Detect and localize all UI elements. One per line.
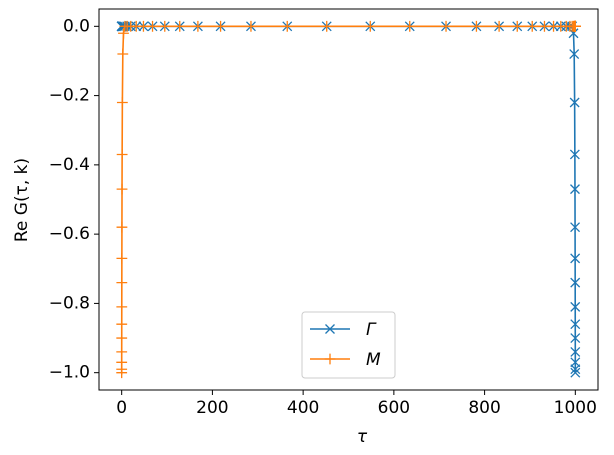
marker (570, 222, 581, 233)
marker (138, 20, 149, 32)
marker (116, 346, 128, 358)
marker (404, 20, 416, 32)
plot-frame (98, 8, 599, 391)
marker (526, 20, 538, 32)
marker (281, 20, 293, 32)
marker (570, 364, 581, 375)
marker (570, 301, 581, 312)
x-tick-label: 1000 (554, 398, 597, 418)
marker (440, 20, 452, 32)
marker (570, 184, 580, 195)
marker (570, 333, 581, 344)
marker (471, 20, 482, 32)
marker (321, 20, 333, 32)
x-tick-label: 600 (378, 398, 410, 418)
y-tick-label: 0.0 (63, 16, 90, 36)
marker (245, 20, 257, 32)
marker (570, 319, 581, 330)
legend-label: Γ (366, 320, 377, 340)
legend-marker (325, 324, 335, 334)
marker (116, 252, 128, 264)
marker (116, 301, 128, 313)
y-tick-label: −0.2 (49, 86, 90, 106)
marker (192, 20, 204, 32)
y-tick-label: −0.4 (49, 155, 90, 175)
marker (569, 97, 580, 108)
marker (117, 48, 129, 60)
marker (174, 20, 186, 32)
marker (570, 277, 581, 288)
marker (539, 20, 550, 32)
y-tick-label: −0.6 (49, 224, 90, 244)
legend-box (301, 311, 396, 379)
marker (116, 183, 128, 195)
legend-marker (324, 353, 336, 365)
marker (570, 253, 581, 264)
y-tick-label: −1.0 (49, 363, 90, 383)
marker (118, 27, 129, 39)
x-tick-label: 400 (287, 398, 319, 418)
marker (569, 149, 580, 160)
x-tick-label: 800 (468, 398, 500, 418)
marker (570, 346, 581, 357)
marker (511, 20, 523, 32)
marker (116, 149, 128, 160)
marker (159, 20, 171, 32)
y-tick-label: −0.8 (49, 293, 90, 313)
y-axis-label: Re G(τ, k) (12, 158, 32, 242)
marker (116, 221, 128, 233)
marker (215, 20, 226, 32)
marker (116, 356, 128, 368)
marker (569, 20, 581, 32)
x-tick-label: 0 (116, 398, 127, 418)
marker (116, 318, 128, 330)
marker (116, 277, 128, 289)
marker (116, 332, 128, 344)
marker (364, 20, 376, 32)
marker (147, 20, 158, 32)
marker (570, 367, 581, 378)
marker (493, 20, 505, 32)
legend: ΓM (301, 311, 396, 379)
marker (569, 49, 580, 59)
marker (116, 97, 128, 108)
legend-label: M (366, 350, 381, 370)
x-tick-label: 200 (196, 398, 228, 418)
x-axis-label: τ (357, 427, 368, 447)
